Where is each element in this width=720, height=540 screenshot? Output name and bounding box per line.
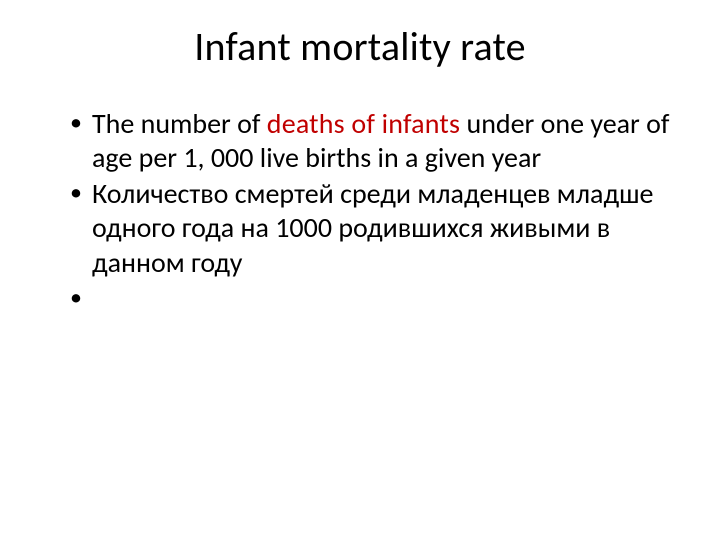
bullet-text-emph: deaths of infants bbox=[267, 106, 460, 141]
bullet-item: The number of deaths of infants under on… bbox=[70, 107, 680, 175]
bullet-item: Количество смертей среди младенцев младш… bbox=[70, 177, 680, 279]
slide: Infant mortality rate The number of deat… bbox=[0, 0, 720, 540]
bullet-list: The number of deaths of infants under on… bbox=[40, 107, 680, 280]
bullet-text-pre: The number of bbox=[92, 106, 267, 141]
bullet-text: Количество смертей среди младенцев младш… bbox=[92, 176, 653, 279]
slide-title: Infant mortality rate bbox=[40, 22, 680, 71]
